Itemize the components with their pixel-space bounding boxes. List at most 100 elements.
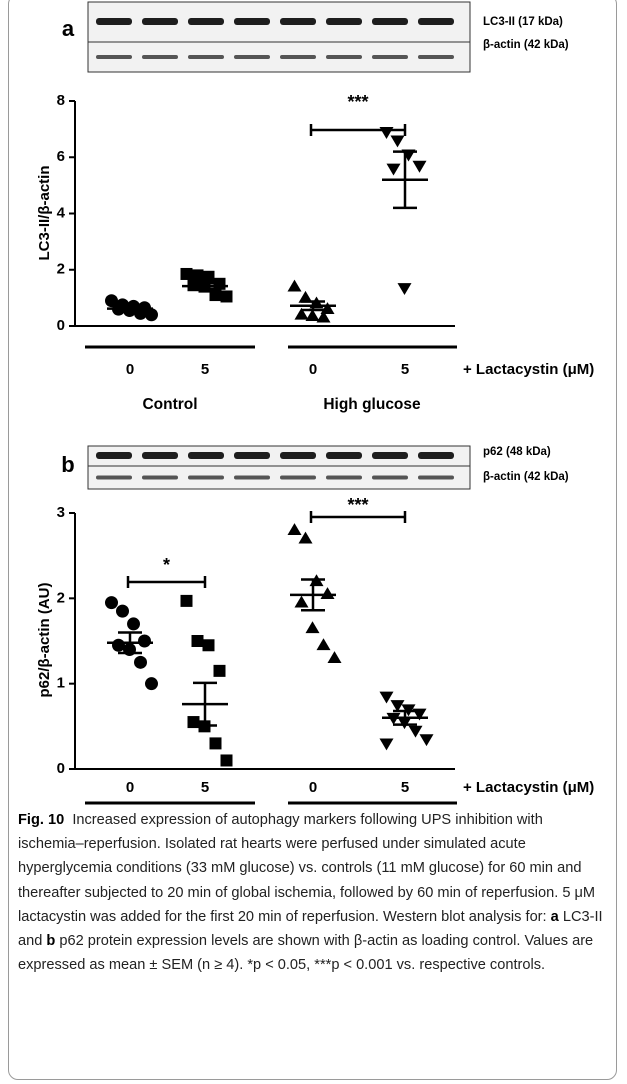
point	[287, 523, 302, 535]
blot-band	[188, 475, 224, 480]
y-tick-label: 1	[57, 675, 65, 692]
blot-band	[142, 18, 178, 25]
error-bar	[193, 282, 217, 291]
blot-band	[234, 55, 270, 59]
blot-band	[372, 55, 408, 59]
blot-label: β-actin (42 kDa)	[483, 39, 569, 51]
blot-band	[96, 18, 132, 25]
blot-band	[188, 18, 224, 25]
panel-label: b	[61, 452, 74, 477]
point	[408, 725, 423, 738]
blot	[87, 1, 471, 73]
point	[379, 691, 394, 704]
blot-band	[188, 55, 224, 59]
blot-band	[326, 452, 362, 459]
point	[390, 700, 405, 712]
error-bar	[301, 300, 325, 312]
point	[397, 283, 412, 296]
point	[220, 754, 233, 767]
y-axis-label: LC3-II/β-actin	[36, 166, 53, 261]
y-tick-label: 2	[57, 589, 65, 606]
y-tick-label: 6	[57, 148, 65, 165]
point	[145, 677, 158, 691]
blot-band	[280, 18, 316, 25]
group-label: Control	[142, 396, 197, 413]
blot-band	[372, 18, 408, 25]
point	[138, 634, 151, 648]
point	[191, 635, 204, 647]
significance-label: ***	[347, 495, 368, 515]
y-axis-label: p62/β-actin (AU)	[36, 582, 53, 697]
x-tick-label: 5	[201, 361, 209, 378]
point	[105, 596, 118, 610]
panel-label: a	[62, 16, 75, 41]
point	[305, 621, 320, 634]
figure-frame	[8, 0, 617, 1080]
significance-label: ***	[347, 92, 368, 112]
caption-text-part: LC3-II and	[18, 908, 603, 950]
blot-band	[142, 475, 178, 480]
point	[386, 163, 401, 176]
y-tick-label: 0	[57, 317, 65, 334]
point	[390, 135, 405, 148]
point	[327, 651, 342, 663]
blot-band	[326, 18, 362, 25]
point	[116, 604, 129, 618]
error-bar	[118, 305, 142, 312]
blot-band	[280, 55, 316, 59]
point	[379, 738, 394, 751]
point	[305, 309, 320, 322]
error-bar	[193, 681, 217, 727]
point	[145, 308, 158, 322]
point	[316, 638, 331, 651]
point	[294, 307, 309, 320]
x-tick-label: 0	[126, 779, 134, 796]
point	[220, 290, 233, 303]
error-bar	[301, 578, 325, 612]
figure: LC3-II (17 kDa) β-actin (42 kDa) a 0 2 4 6 8 LC3…	[36, 1, 594, 805]
point	[191, 269, 204, 282]
point	[294, 595, 309, 608]
blot-band	[372, 452, 408, 459]
error-bar	[118, 631, 142, 655]
caption: Fig. 10 Increased expression of autophag…	[18, 808, 610, 977]
blot-label: β-actin (42 kDa)	[483, 471, 569, 483]
y-tick-label: 4	[57, 204, 66, 221]
x-tick-label: 5	[401, 361, 409, 378]
blot-band	[418, 475, 454, 480]
point	[419, 734, 434, 747]
blot-band	[234, 18, 270, 25]
blot-band	[142, 55, 178, 59]
point	[298, 531, 313, 544]
y-tick-label: 0	[57, 760, 65, 777]
blot-band	[326, 475, 362, 480]
blot-band	[234, 475, 270, 480]
error-bar	[393, 709, 417, 726]
caption-text-part: p62 protein expression levels are shown …	[18, 933, 594, 974]
blot-band	[372, 475, 408, 480]
point	[287, 279, 302, 292]
blot-band	[234, 452, 270, 459]
y-tick-label: 8	[57, 92, 65, 109]
caption-panel-ref: b	[46, 933, 56, 950]
point	[202, 270, 215, 283]
error-bar	[393, 150, 417, 210]
point	[320, 587, 335, 599]
blot-band	[418, 55, 454, 59]
group-label: High glucose	[323, 396, 421, 413]
x-tick-label: 5	[201, 779, 209, 796]
figure-label: Fig. 10	[18, 812, 65, 828]
blot-band	[96, 475, 132, 480]
blot-label: LC3-II (17 kDa)	[483, 16, 563, 28]
point	[209, 737, 222, 750]
point	[298, 290, 313, 303]
point	[213, 664, 226, 677]
y-tick-label: 2	[57, 261, 65, 278]
blot-band	[326, 55, 362, 59]
blot-band	[96, 452, 132, 459]
x-tick-label: 5	[401, 779, 409, 796]
blot-band	[142, 452, 178, 459]
point	[180, 267, 193, 280]
blot-band	[280, 452, 316, 459]
